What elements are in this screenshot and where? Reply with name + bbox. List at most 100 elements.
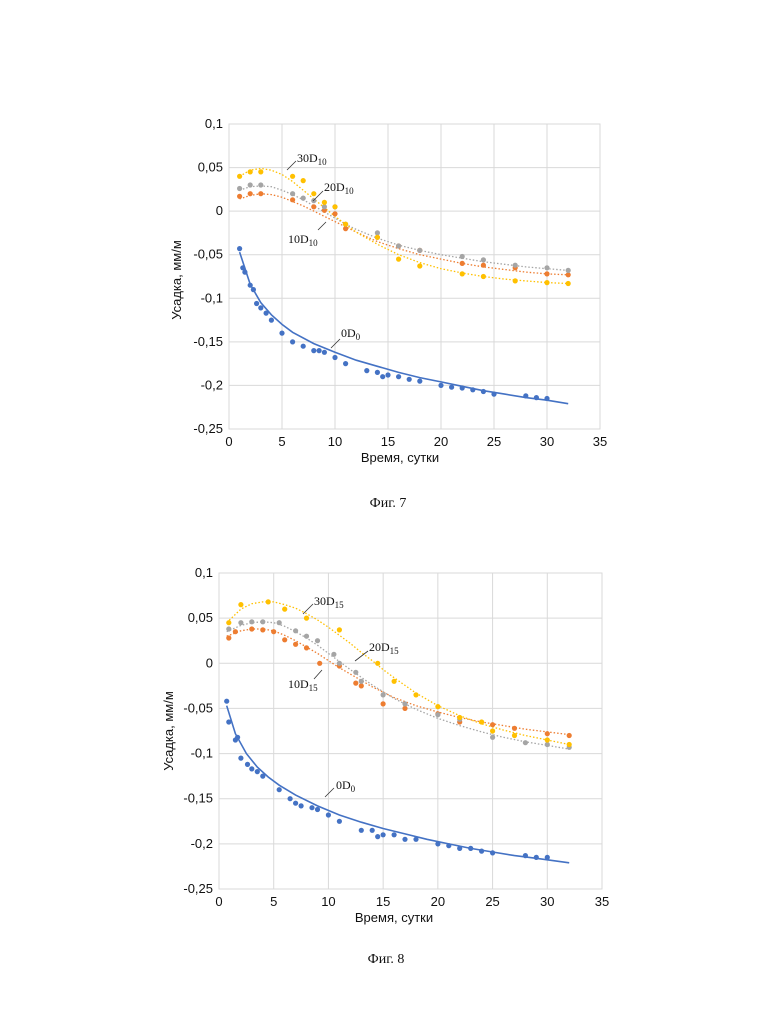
figure-caption: Фиг. 8: [368, 952, 405, 967]
x-tick-label: 20: [431, 894, 445, 909]
point-20d10: [237, 186, 242, 191]
point-30d10: [290, 174, 295, 179]
point-20d15: [359, 679, 364, 684]
annotation-20d15: 20D15: [369, 640, 399, 656]
y-tick-label: -0,1: [201, 290, 223, 305]
point-20d10: [248, 182, 253, 187]
point-30d15: [545, 737, 550, 742]
point-10d15: [233, 629, 238, 634]
point-20d15: [315, 638, 320, 643]
point-0d0: [381, 832, 386, 837]
leader-30d10: [287, 161, 296, 170]
point-30d15: [266, 599, 271, 604]
point-20d10: [513, 263, 518, 268]
y-tick-label: -0,25: [183, 881, 213, 896]
point-30d15: [490, 728, 495, 733]
point-0d0: [309, 805, 314, 810]
point-0d0: [523, 393, 528, 398]
point-0d0: [248, 283, 253, 288]
point-20d10: [417, 248, 422, 253]
point-0d0: [235, 735, 240, 740]
point-10d10: [544, 271, 549, 276]
point-0d0: [290, 339, 295, 344]
point-20d15: [260, 619, 265, 624]
point-30d15: [567, 742, 572, 747]
y-tick-label: -0,2: [191, 836, 213, 851]
point-0d0: [258, 305, 263, 310]
point-10d15: [304, 645, 309, 650]
point-0d0: [364, 368, 369, 373]
point-0d0: [392, 832, 397, 837]
point-0d0: [413, 837, 418, 842]
point-20d15: [277, 620, 282, 625]
point-0d0: [468, 846, 473, 851]
point-20d15: [331, 652, 336, 657]
x-tick-label: 10: [328, 434, 342, 449]
point-20d15: [523, 740, 528, 745]
point-0d0: [490, 850, 495, 855]
point-30d10: [544, 280, 549, 285]
point-0d0: [279, 331, 284, 336]
x-tick-label: 25: [485, 894, 499, 909]
leader-30d15: [303, 604, 313, 614]
point-10d15: [353, 681, 358, 686]
point-0d0: [479, 849, 484, 854]
point-0d0: [245, 762, 250, 767]
point-10d15: [293, 642, 298, 647]
figure-caption: Фиг. 7: [370, 496, 407, 511]
point-20d15: [353, 670, 358, 675]
point-30d10: [375, 235, 380, 240]
point-0d0: [370, 828, 375, 833]
point-20d15: [402, 701, 407, 706]
point-20d10: [301, 196, 306, 201]
y-tick-label: -0,15: [193, 334, 223, 349]
trendline-10d15: [227, 629, 570, 735]
x-tick-label: 5: [270, 894, 277, 909]
point-30d10: [332, 204, 337, 209]
y-tick-label: -0,15: [183, 791, 213, 806]
point-20d10: [544, 265, 549, 270]
point-0d0: [322, 350, 327, 355]
point-20d10: [460, 254, 465, 259]
point-0d0: [523, 853, 528, 858]
figure-8: 0,10,050-0,05-0,1-0,15-0,2-0,25 05101520…: [161, 565, 609, 967]
point-0d0: [254, 301, 259, 306]
point-20d15: [226, 626, 231, 631]
point-0d0: [417, 379, 422, 384]
point-0d0: [242, 270, 247, 275]
point-30d10: [322, 200, 327, 205]
x-tick-label: 15: [376, 894, 390, 909]
y-tick-label: -0,05: [193, 247, 223, 262]
point-30d15: [226, 620, 231, 625]
point-30d15: [479, 719, 484, 724]
point-20d15: [238, 620, 243, 625]
point-0d0: [226, 719, 231, 724]
y-axis-label: Усадка, мм/м: [169, 240, 184, 320]
point-20d10: [566, 268, 571, 273]
x-tick-label: 15: [381, 434, 395, 449]
point-30d10: [311, 191, 316, 196]
point-0d0: [435, 841, 440, 846]
series-annotations: 30D10 20D10 10D10 0D0: [287, 151, 361, 348]
point-0d0: [269, 318, 274, 323]
point-0d0: [337, 819, 342, 824]
point-0d0: [238, 756, 243, 761]
x-tick-label: 5: [278, 434, 285, 449]
point-20d10: [290, 191, 295, 196]
point-30d10: [237, 174, 242, 179]
point-10d10: [460, 261, 465, 266]
point-0d0: [491, 392, 496, 397]
annotation-30d15: 30D15: [314, 594, 344, 610]
point-20d10: [481, 257, 486, 262]
point-30d15: [337, 627, 342, 632]
annotation-10d10: 10D10: [288, 232, 318, 248]
point-0d0: [449, 385, 454, 390]
point-0d0: [299, 803, 304, 808]
x-tick-label: 0: [225, 434, 232, 449]
x-tick-label: 25: [487, 434, 501, 449]
point-30d10: [301, 178, 306, 183]
point-10d15: [317, 661, 322, 666]
x-tick-label: 30: [540, 434, 554, 449]
point-10d10: [248, 191, 253, 196]
point-10d15: [260, 627, 265, 632]
